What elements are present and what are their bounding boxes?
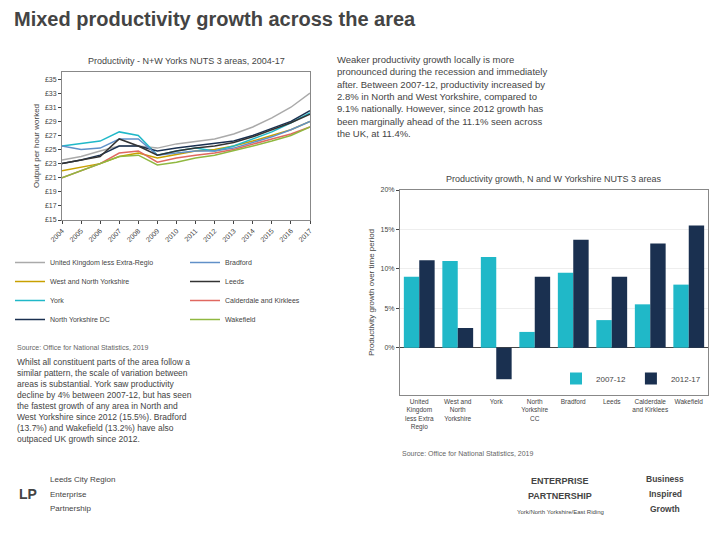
svg-text:Productivity growth, N and W Y: Productivity growth, N and W Yorkshire N… [446, 174, 662, 184]
svg-text:£33: £33 [45, 90, 57, 97]
svg-text:UnitedKingdomless ExtraRegio: UnitedKingdomless ExtraRegio [405, 398, 434, 431]
svg-text:£15: £15 [45, 216, 57, 223]
svg-text:PARTNERSHIP: PARTNERSHIP [528, 491, 592, 501]
svg-text:United Kingdom less Extra-Regi: United Kingdom less Extra-Regio [50, 259, 153, 267]
svg-text:2004: 2004 [49, 227, 65, 243]
svg-text:NorthYorkshireCC: NorthYorkshireCC [521, 398, 548, 422]
svg-text:15%: 15% [381, 226, 395, 233]
svg-text:2011: 2011 [183, 227, 199, 243]
svg-text:Leeds City Region: Leeds City Region [50, 475, 115, 484]
svg-text:West andNorthYorkshire: West andNorthYorkshire [444, 398, 472, 422]
svg-text:Leeds: Leeds [225, 278, 245, 285]
svg-text:North Yorkshire DC: North Yorkshire DC [50, 316, 110, 323]
svg-text:2013: 2013 [221, 227, 237, 243]
svg-text:Bradford: Bradford [561, 398, 586, 405]
svg-text:Growth: Growth [650, 504, 680, 514]
svg-text:2017: 2017 [297, 227, 313, 243]
svg-text:2007-12: 2007-12 [596, 375, 626, 384]
svg-text:£35: £35 [45, 76, 57, 83]
svg-text:2008: 2008 [126, 227, 142, 243]
svg-text:Source: Office for National St: Source: Office for National Statistics, … [402, 450, 533, 457]
svg-text:2009: 2009 [145, 227, 161, 243]
svg-text:£27: £27 [45, 132, 57, 139]
svg-text:Calderdale and Kirklees: Calderdale and Kirklees [225, 297, 300, 304]
svg-text:York/North Yorkshire/East Ridi: York/North Yorkshire/East Riding [517, 509, 604, 515]
svg-text:Output per hour worked: Output per hour worked [32, 104, 41, 188]
svg-text:ENTERPRISE: ENTERPRISE [531, 476, 589, 486]
svg-text:2015: 2015 [259, 227, 275, 243]
svg-text:2010: 2010 [164, 227, 180, 243]
svg-text:20%: 20% [381, 186, 395, 193]
svg-text:Calderdaleand Kirklees: Calderdaleand Kirklees [632, 398, 669, 413]
svg-text:2012: 2012 [202, 227, 218, 243]
svg-text:Whilst all constituent parts o: Whilst all constituent parts of the area… [17, 357, 192, 444]
svg-text:Mixed productivity growth acro: Mixed productivity growth across the are… [14, 8, 416, 30]
svg-text:Wakefield: Wakefield [675, 398, 704, 405]
svg-text:York: York [490, 398, 504, 405]
svg-text:£17: £17 [45, 202, 57, 209]
svg-text:2006: 2006 [87, 227, 103, 243]
svg-text:Wakefield: Wakefield [225, 316, 256, 323]
svg-text:West and North Yorkshire: West and North Yorkshire [50, 278, 129, 285]
svg-text:Partnership: Partnership [50, 504, 91, 513]
svg-text:LP: LP [19, 486, 37, 502]
svg-text:Leeds: Leeds [603, 398, 621, 405]
svg-text:Inspired: Inspired [649, 489, 682, 499]
svg-text:Business: Business [646, 474, 684, 484]
svg-text:2007: 2007 [106, 227, 122, 243]
svg-text:Productivity growth over time: Productivity growth over time period [367, 229, 376, 356]
svg-text:2014: 2014 [240, 227, 256, 243]
svg-text:10%: 10% [381, 265, 395, 272]
svg-text:2005: 2005 [68, 227, 84, 243]
svg-text:£21: £21 [45, 174, 57, 181]
svg-text:£19: £19 [45, 188, 57, 195]
svg-text:Weaker productivity growth loc: Weaker productivity growth locally is mo… [337, 54, 547, 139]
svg-text:2016: 2016 [278, 227, 294, 243]
svg-text:Bradford: Bradford [225, 259, 252, 266]
svg-text:2012-17: 2012-17 [671, 375, 701, 384]
svg-text:0%: 0% [384, 344, 394, 351]
svg-text:Productivity - N+W Yorks NUTS: Productivity - N+W Yorks NUTS 3 areas, 2… [88, 56, 285, 66]
svg-text:Enterprise: Enterprise [50, 490, 87, 499]
svg-text:£25: £25 [45, 146, 57, 153]
svg-text:York: York [50, 297, 64, 304]
svg-text:£23: £23 [45, 160, 57, 167]
svg-text:£31: £31 [45, 104, 57, 111]
svg-text:Source: Office for National St: Source: Office for National Statistics, … [17, 344, 148, 351]
svg-text:5%: 5% [384, 305, 394, 312]
svg-text:£29: £29 [45, 118, 57, 125]
